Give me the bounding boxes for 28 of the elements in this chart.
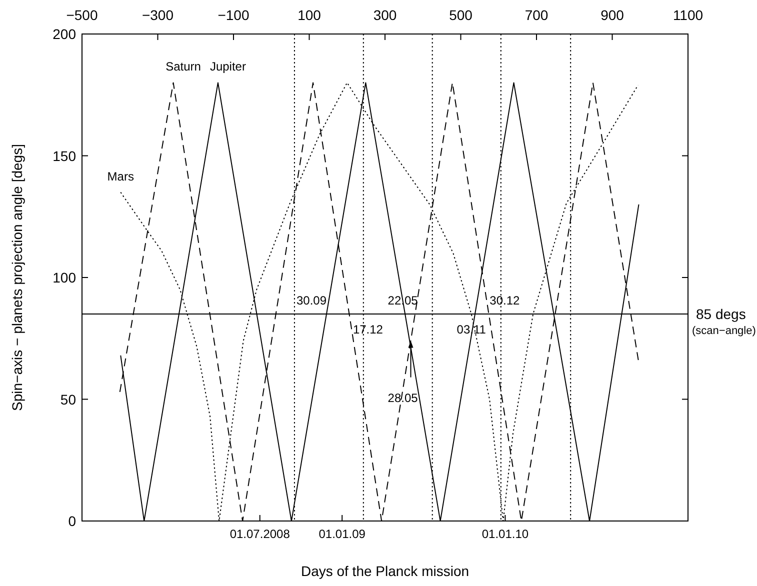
x-tick-label: 300 — [373, 7, 397, 23]
x-axis-title: Days of the Planck mission — [300, 563, 470, 579]
text: (scan−angle) — [692, 325, 756, 338]
x-tick-label: 900 — [600, 7, 624, 23]
x-tick-label: 1100 — [672, 7, 704, 23]
annotation: 30.12 — [490, 293, 520, 308]
x2-tick-label: 01.01.10 — [482, 527, 529, 541]
x-tick-label: 500 — [449, 7, 473, 23]
series-label: Jupiter — [210, 60, 246, 74]
series-label: Mars — [107, 169, 134, 184]
series-label: Saturn — [166, 60, 201, 74]
x2-tick-label: 01.01.09 — [318, 527, 366, 541]
annotation: 17.12 — [352, 322, 384, 337]
y-tick-label: 100 — [52, 270, 76, 286]
y-tick-label: 0 — [68, 513, 76, 529]
x-tick-label: 700 — [524, 7, 548, 23]
annotation: 28.05 — [388, 390, 418, 405]
annotation: 30.09 — [296, 293, 327, 308]
x-tick-label: −500 — [66, 7, 98, 23]
x-tick-label: −300 — [142, 7, 174, 23]
y-tick-label: 150 — [52, 148, 76, 164]
x-tick-label: −100 — [218, 7, 250, 23]
ref-line-label: 85 degs — [696, 306, 746, 322]
y-tick-label: 200 — [52, 26, 76, 42]
y-axis-title: Spin−axis − planets projection angle [degs] — [9, 144, 25, 411]
y-tick-label: 50 — [60, 391, 76, 408]
x-tick-label: 100 — [298, 7, 322, 23]
x2-tick-label: 01.07.2008 — [230, 527, 290, 541]
